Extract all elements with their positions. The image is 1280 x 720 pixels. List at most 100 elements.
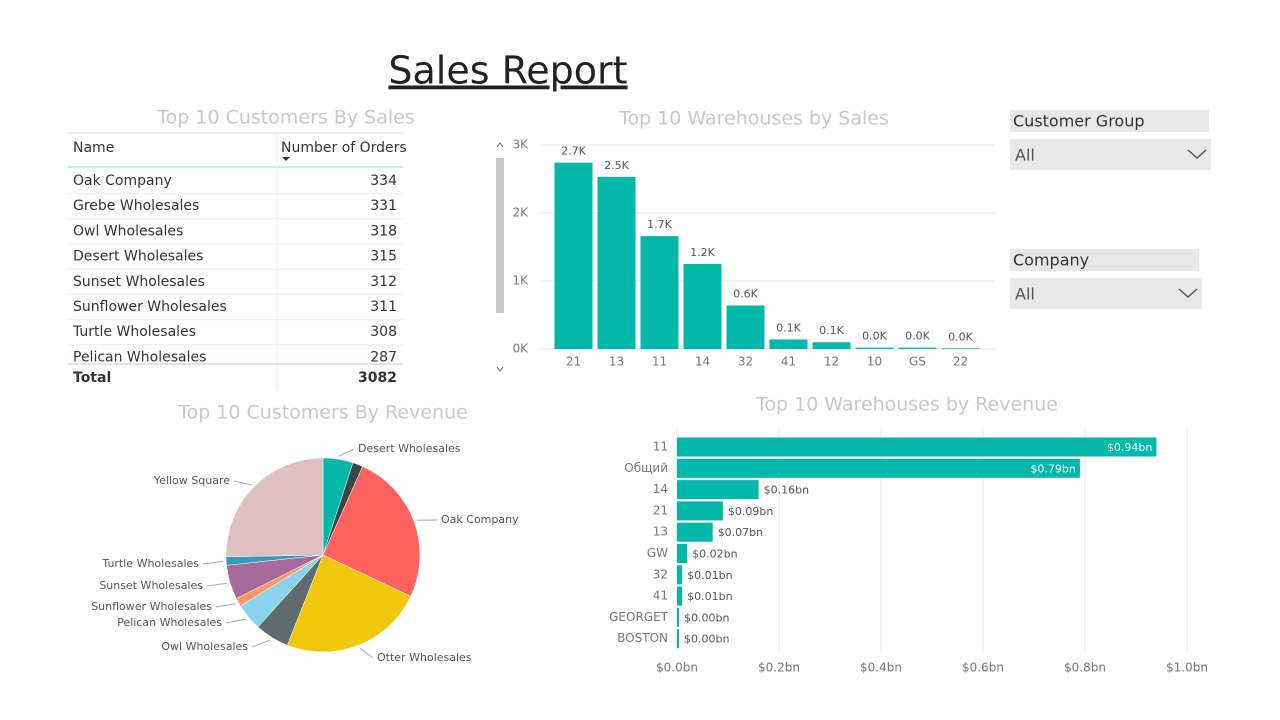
slice-label: Pelican Wholesales xyxy=(117,616,222,629)
y-tick-label: 11 xyxy=(653,440,668,454)
y-tick-label: 2K xyxy=(512,206,529,220)
leader-line xyxy=(225,618,247,624)
slicer-label: Customer Group xyxy=(1013,112,1145,131)
pie-slice xyxy=(225,457,324,558)
cell: Owl Wholesales xyxy=(73,223,183,239)
cell: Desert Wholesales xyxy=(73,249,203,265)
data-label: $0.16bn xyxy=(764,484,809,497)
y-tick-label: 0K xyxy=(512,342,529,356)
slice-label: Otter Wholesales xyxy=(377,651,472,664)
chart-title: Top 10 Customers By Revenue xyxy=(177,402,468,424)
scroll-down[interactable] xyxy=(496,366,504,372)
x-tick-label: 41 xyxy=(781,355,796,369)
slice-label: Oak Company xyxy=(441,513,519,526)
total-label: Total xyxy=(73,370,111,386)
y-tick-label: GEORGET xyxy=(609,610,669,624)
data-label: 1.7K xyxy=(647,218,672,231)
chart-title: Top 10 Warehouses by Sales xyxy=(618,108,889,130)
x-tick-label: 11 xyxy=(652,355,667,369)
x-tick-label: $1.0bn xyxy=(1166,661,1208,675)
slicer-value[interactable]: All xyxy=(1015,146,1035,165)
scrollbar-thumb[interactable] xyxy=(496,158,504,313)
bar xyxy=(597,176,636,349)
bar xyxy=(677,501,723,521)
cell: 287 xyxy=(370,349,397,365)
x-tick-label: 10 xyxy=(867,355,882,369)
leader-line xyxy=(202,560,224,565)
bar xyxy=(677,480,759,500)
y-tick-label: 21 xyxy=(653,503,668,517)
table-title: Top 10 Customers By Sales xyxy=(156,107,414,129)
y-tick-label: BOSTON xyxy=(617,631,668,645)
chart-title: Top 10 Warehouses by Revenue xyxy=(755,394,1058,416)
bar xyxy=(677,565,683,585)
chevron[interactable] xyxy=(1187,149,1207,160)
data-label: $0.09bn xyxy=(728,505,773,518)
slicer-value[interactable]: All xyxy=(1015,285,1035,304)
leader-line xyxy=(359,647,374,659)
data-label: 2.7K xyxy=(561,145,586,158)
cell: Oak Company xyxy=(73,173,172,189)
report-title: Sales Report xyxy=(388,49,627,93)
cell: 308 xyxy=(370,324,397,340)
data-label: $0.07bn xyxy=(718,526,763,539)
x-tick-label: $0.0bn xyxy=(656,661,698,675)
data-label: 0.0K xyxy=(948,330,973,343)
cell: 331 xyxy=(370,198,397,214)
data-label: $0.01bn xyxy=(687,569,732,582)
slicer-label: Company xyxy=(1013,251,1089,270)
x-tick-label: $0.8bn xyxy=(1064,661,1106,675)
data-label: $0.79bn xyxy=(1030,462,1075,475)
slicer-header xyxy=(1010,110,1209,132)
slice-label: Desert Wholesales xyxy=(358,442,461,455)
data-label: 0.0K xyxy=(905,330,930,343)
x-tick-label: $0.2bn xyxy=(758,661,800,675)
pie-slice xyxy=(322,466,421,597)
cell: 312 xyxy=(370,274,397,290)
sort-arrow xyxy=(282,157,290,161)
slice-label: Owl Wholesales xyxy=(161,640,248,653)
bar xyxy=(554,162,593,349)
cell: Sunset Wholesales xyxy=(73,274,205,290)
data-label: 0.1K xyxy=(819,324,844,337)
scroll-up[interactable] xyxy=(496,142,504,148)
cell: Turtle Wholesales xyxy=(72,324,196,340)
bar xyxy=(683,264,722,349)
bar xyxy=(855,347,894,349)
leader-line xyxy=(233,480,252,486)
slicer-dropdown[interactable] xyxy=(1010,278,1202,309)
cell: Grebe Wholesales xyxy=(73,198,199,214)
y-tick-label: 1K xyxy=(512,274,529,288)
x-tick-label: 12 xyxy=(824,355,839,369)
slice-label: Yellow Square xyxy=(153,474,230,487)
data-label: 0.6K xyxy=(733,287,758,300)
cell: 311 xyxy=(370,299,397,315)
column-header: Name xyxy=(73,140,114,156)
data-label: $0.01bn xyxy=(687,590,732,603)
data-label: 2.5K xyxy=(604,159,629,172)
x-tick-label: 13 xyxy=(609,355,624,369)
data-label: $0.00bn xyxy=(684,611,729,624)
x-tick-label: 14 xyxy=(695,355,710,369)
data-label: 1.2K xyxy=(690,246,715,259)
bar xyxy=(677,522,713,542)
slicer-dropdown[interactable] xyxy=(1010,139,1211,170)
leader-line xyxy=(251,639,271,648)
y-tick-label: 14 xyxy=(653,482,668,496)
bar xyxy=(640,236,679,349)
bar xyxy=(812,342,851,349)
cell: Sunflower Wholesales xyxy=(73,299,227,315)
bar xyxy=(677,586,683,606)
bar xyxy=(677,629,680,649)
bar xyxy=(941,348,980,349)
chevron[interactable] xyxy=(1178,288,1198,299)
data-label: 0.1K xyxy=(776,321,801,334)
slice-label: Turtle Wholesales xyxy=(101,557,199,570)
x-tick-label: 21 xyxy=(566,355,581,369)
bar xyxy=(677,437,1157,457)
y-tick-label: Общий xyxy=(624,461,668,475)
y-tick-label: 32 xyxy=(653,567,668,581)
x-tick-label: 22 xyxy=(953,355,968,369)
x-tick-label: GS xyxy=(909,355,926,369)
